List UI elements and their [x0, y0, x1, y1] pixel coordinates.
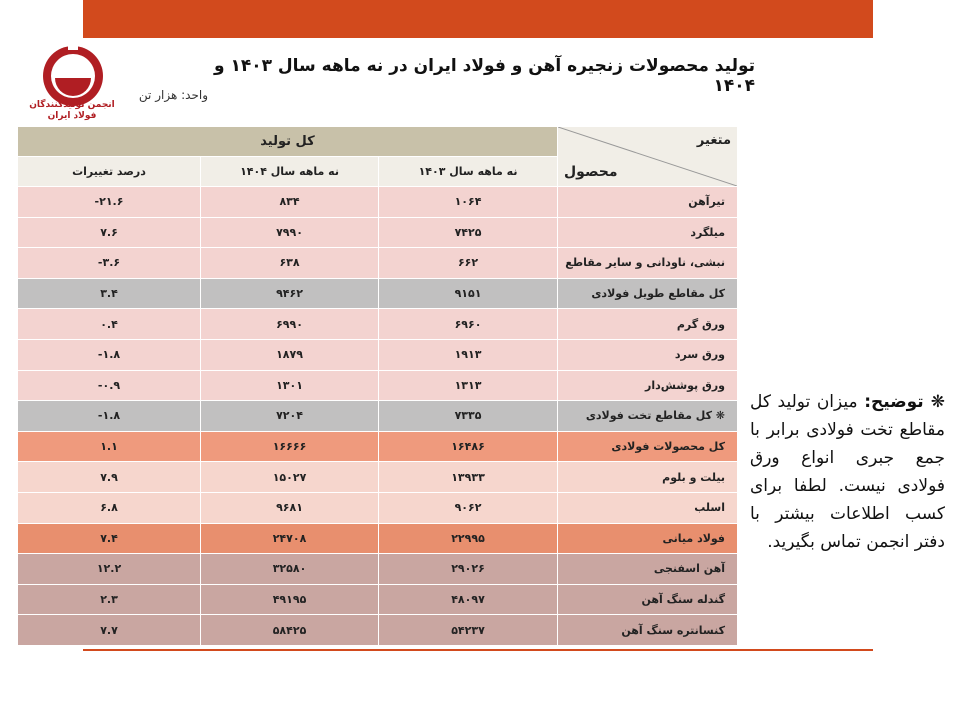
value-cell: ۰.۴: [16, 308, 202, 340]
product-cell: ورق گرم: [557, 308, 739, 340]
value-cell: ۱۳۹۳۳: [378, 461, 559, 493]
value-cell: ۷.۶: [16, 216, 202, 249]
top-bar: [83, 0, 873, 38]
table-row: ❋ کل مقاطع تخت فولادی ۷۳۳۵ ۷۲۰۴ ۱.۸-: [16, 400, 739, 432]
product-cell: آهن اسفنجی: [557, 553, 739, 585]
table-row: آهن اسفنجی ۲۹۰۲۶ ۳۲۵۸۰ ۱۲.۲: [16, 553, 739, 585]
corner-top: متغیر: [696, 133, 732, 148]
table-row: فولاد میانی ۲۲۹۹۵ ۲۴۷۰۸ ۷.۴: [16, 522, 739, 555]
product-cell: کنسانتره سنگ آهن: [557, 614, 739, 646]
value-cell: ۴۸۰۹۷: [378, 583, 559, 616]
value-cell: ۲.۳: [16, 583, 202, 616]
value-cell: ۷۲۰۴: [200, 400, 380, 432]
value-cell: ۰.۹-: [16, 369, 202, 402]
value-cell: ۶۳۸: [200, 247, 380, 279]
table-row: میلگرد ۷۴۲۵ ۷۹۹۰ ۷.۶: [16, 216, 739, 249]
value-cell: ۱۳۱۳: [378, 369, 559, 402]
value-cell: ۹۰۶۲: [378, 491, 559, 524]
value-cell: ۲۲۹۹۵: [378, 522, 559, 555]
value-cell: ۱۲.۲: [16, 553, 202, 585]
value-cell: ۵۸۴۲۵: [200, 614, 380, 646]
product-cell: تیرآهن: [557, 186, 739, 218]
table-row: بیلت و بلوم ۱۳۹۳۳ ۱۵۰۲۷ ۷.۹: [16, 461, 739, 493]
value-cell: ۱۹۱۳: [378, 338, 559, 371]
product-cell: نبشی، ناودانی و سایر مقاطع: [557, 247, 739, 279]
product-cell: ورق سرد: [557, 338, 739, 371]
value-cell: ۸۳۴: [200, 186, 380, 218]
logo-text: انجمن تولیدکنندگان فولاد ایران: [22, 100, 122, 122]
table-row: نبشی، ناودانی و سایر مقاطع ۶۶۲ ۶۳۸ ۳.۶-: [16, 247, 739, 279]
table-row: گندله سنگ آهن ۴۸۰۹۷ ۴۹۱۹۵ ۲.۳: [16, 583, 739, 616]
column-header: نه ماهه سال ۱۴۰۴: [200, 156, 380, 187]
value-cell: ۱.۸-: [16, 338, 202, 371]
table-row: کل محصولات فولادی ۱۶۴۸۶ ۱۶۶۶۶ ۱.۱: [16, 430, 739, 463]
table-row: ورق سرد ۱۹۱۳ ۱۸۷۹ ۱.۸-: [16, 338, 739, 371]
table: متغیر محصول کل تولید نه ماهه سال ۱۴۰۳ نه م…: [16, 126, 739, 646]
value-cell: ۱.۱: [16, 430, 202, 463]
title: تولید محصولات زنجیره آهن و فولاد ایران د…: [213, 56, 755, 96]
value-cell: ۶۹۶۰: [378, 308, 559, 340]
product-cell: کل مقاطع طویل فولادی: [557, 277, 739, 310]
logo: [43, 40, 103, 106]
value-cell: ۷۳۳۵: [378, 400, 559, 432]
value-cell: ۱۰۶۴: [378, 186, 559, 218]
table-row: ورق پوشش‌دار ۱۳۱۳ ۱۳۰۱ ۰.۹-: [16, 369, 739, 402]
value-cell: ۱۶۶۶۶: [200, 430, 380, 463]
value-cell: ۲۱.۶-: [16, 186, 202, 218]
product-cell: بیلت و بلوم: [557, 461, 739, 493]
product-cell: کل محصولات فولادی: [557, 430, 739, 463]
value-cell: ۱۸۷۹: [200, 338, 380, 371]
table-row: ورق گرم ۶۹۶۰ ۶۹۹۰ ۰.۴: [16, 308, 739, 340]
table-row: اسلب ۹۰۶۲ ۹۶۸۱ ۶.۸: [16, 491, 739, 524]
product-cell: میلگرد: [557, 216, 739, 249]
note: ❋ توضیح: میزان تولید کل مقاطع تخت فولادی…: [750, 388, 945, 556]
value-cell: ۷.۷: [16, 614, 202, 646]
unit: واحد: هزار تن: [138, 88, 208, 102]
table-row: تیرآهن ۱۰۶۴ ۸۳۴ ۲۱.۶-: [16, 186, 739, 218]
value-cell: ۹۶۸۱: [200, 491, 380, 524]
value-cell: ۲۹۰۲۶: [378, 553, 559, 585]
value-cell: ۹۱۵۱: [378, 277, 559, 310]
value-cell: ۶۶۲: [378, 247, 559, 279]
column-header: درصد تغییرات: [16, 156, 202, 187]
value-cell: ۴۹۱۹۵: [200, 583, 380, 616]
product-cell: فولاد میانی: [557, 522, 739, 555]
product-cell: گندله سنگ آهن: [557, 583, 739, 616]
table-row: کنسانتره سنگ آهن ۵۴۲۳۷ ۵۸۴۲۵ ۷.۷: [16, 614, 739, 646]
value-cell: ۱۶۴۸۶: [378, 430, 559, 463]
column-header: نه ماهه سال ۱۴۰۳: [378, 156, 559, 187]
logo-line: انجمن تولیدکنندگان: [29, 100, 115, 110]
value-cell: ۶.۸: [16, 491, 202, 524]
value-cell: ۳.۴: [16, 277, 202, 310]
note-label: ❋ توضیح:: [864, 392, 945, 412]
bottom-line: [83, 649, 873, 651]
corner-bottom: محصول: [564, 164, 618, 180]
value-cell: ۱۵۰۲۷: [200, 461, 380, 493]
value-cell: ۷۴۲۵: [378, 216, 559, 249]
value-cell: ۷.۴: [16, 522, 202, 555]
value-cell: ۷.۹: [16, 461, 202, 493]
corner-cell: متغیر محصول: [557, 126, 739, 187]
table-row: کل مقاطع طویل فولادی ۹۱۵۱ ۹۴۶۲ ۳.۴: [16, 277, 739, 310]
product-cell: اسلب: [557, 491, 739, 524]
value-cell: ۲۴۷۰۸: [200, 522, 380, 555]
value-cell: ۹۴۶۲: [200, 277, 380, 310]
value-cell: ۱.۸-: [16, 400, 202, 432]
value-cell: ۵۴۲۳۷: [378, 614, 559, 646]
product-cell: ❋ کل مقاطع تخت فولادی: [557, 400, 739, 432]
logo-line: فولاد ایران: [47, 111, 97, 121]
value-cell: ۳۲۵۸۰: [200, 553, 380, 585]
product-cell: ورق پوشش‌دار: [557, 369, 739, 402]
value-cell: ۳.۶-: [16, 247, 202, 279]
note-text: میزان تولید کل مقاطع تخت فولادی برابر با…: [750, 392, 945, 552]
value-cell: ۶۹۹۰: [200, 308, 380, 340]
value-cell: ۱۳۰۱: [200, 369, 380, 402]
value-cell: ۷۹۹۰: [200, 216, 380, 249]
group-header: کل تولید: [16, 126, 559, 157]
